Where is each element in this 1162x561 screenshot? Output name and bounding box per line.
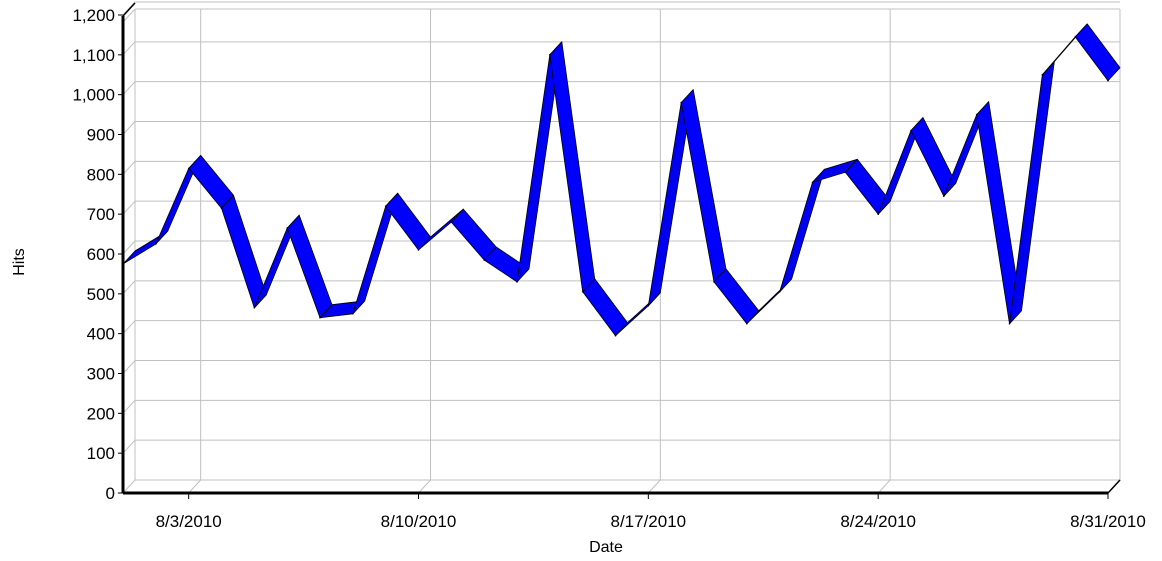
data-point-8/24/2010 <box>877 213 879 215</box>
data-point-8/2/2010 <box>155 243 157 245</box>
y-tick-label-300: 300 <box>87 365 115 384</box>
series-ribbon-hits <box>122 23 1121 337</box>
y-tick-label-500: 500 <box>87 285 115 304</box>
data-point-8/20/2010 <box>746 322 748 325</box>
data-point-8/5/2010 <box>253 307 256 309</box>
floor-gridline-x-8/24/2010 <box>877 479 891 494</box>
data-point-8/3/2010 <box>187 167 190 170</box>
wall-gridline-y-1100 <box>122 41 136 56</box>
data-point-8/8/2010 <box>352 313 354 315</box>
data-point-8/22/2010 <box>811 181 814 184</box>
y-tick-label-100: 100 <box>87 444 115 463</box>
wall-gridline-y-700 <box>122 200 136 215</box>
ribbon-segment-8/14/2010 <box>549 41 596 293</box>
ribbon-segment-8/3/2010 <box>188 154 234 209</box>
data-point-8/13/2010 <box>516 281 518 283</box>
data-point-8/11/2010 <box>450 221 453 223</box>
y-tick-label-1200: 1,200 <box>72 6 115 25</box>
y-tick-label-200: 200 <box>87 404 115 423</box>
ribbon-segment-8/15/2010 <box>582 278 628 337</box>
y-tick-label-600: 600 <box>87 245 115 264</box>
wall-gridline-y-400 <box>122 320 136 335</box>
ribbon-segment-8/6/2010 <box>286 214 333 319</box>
wall-gridline-y-200 <box>122 399 136 414</box>
data-point-8/19/2010 <box>713 281 715 283</box>
left-wall-top-edge <box>122 8 136 23</box>
back-wall-gridlines <box>122 1 1121 494</box>
data-point-8/14/2010 <box>549 54 551 56</box>
data-point-8/9/2010 <box>384 205 387 207</box>
data-point-8/25/2010 <box>910 129 912 132</box>
floor-plane <box>135 479 1121 494</box>
wall-gridline-y-500 <box>122 280 136 295</box>
data-point-8/7/2010 <box>319 316 321 319</box>
y-tick-label-1000: 1,000 <box>72 86 115 105</box>
data-point-8/18/2010 <box>680 101 682 104</box>
wall-gridline-y-1000 <box>122 81 136 96</box>
data-point-8/31/2010 <box>1107 79 1109 82</box>
data-point-8/16/2010 <box>614 334 617 337</box>
x-axis-title: Date <box>589 539 623 556</box>
data-point-8/29/2010 <box>1041 74 1044 76</box>
x-axis-right-cap <box>1107 479 1121 494</box>
y-axis-title: Hits <box>11 248 28 276</box>
data-point-8/17/2010 <box>647 305 650 307</box>
y-tick-label-400: 400 <box>87 325 115 344</box>
y-axis-tick-labels: 0 100 200 300 400 500 600 700 800 900 1,000 1,100 1,… <box>72 6 115 503</box>
floor-gridline-x-8/3/2010 <box>188 479 202 494</box>
data-point-8/6/2010 <box>286 227 289 229</box>
ribbon-segment-8/11/2010 <box>450 208 497 261</box>
y-tick-label-800: 800 <box>87 165 115 184</box>
y-tick-label-900: 900 <box>87 126 115 145</box>
y-tick-label-700: 700 <box>87 205 115 224</box>
data-point-8/10/2010 <box>417 249 420 251</box>
wall-gridline-y-300 <box>122 360 136 374</box>
ribbon-segment-8/18/2010 <box>680 89 727 283</box>
data-point-8/4/2010 <box>220 207 223 209</box>
data-point-8/21/2010 <box>778 291 781 293</box>
x-tick-label-8/31/2010: 8/31/2010 <box>1070 512 1146 531</box>
x-tick-label-8/10/2010: 8/10/2010 <box>381 512 457 531</box>
x-axis-tick-labels: 8/3/2010 8/10/2010 8/17/2010 8/24/2010 8/31/… <box>156 512 1146 531</box>
floor-gridline-x-8/10/2010 <box>418 479 431 494</box>
data-point-8/23/2010 <box>844 171 847 174</box>
data-point-8/26/2010 <box>943 195 945 197</box>
x-tick-label-8/17/2010: 8/17/2010 <box>611 512 687 531</box>
floor-gridline-x-8/17/2010 <box>647 479 661 494</box>
x-tick-label-8/3/2010: 8/3/2010 <box>156 512 222 531</box>
wall-gridline-y-0 <box>122 479 136 494</box>
ribbon-segment-8/30/2010 <box>1074 23 1121 82</box>
ribbon-segment-8/19/2010 <box>713 268 760 325</box>
data-point-8/30/2010 <box>1074 36 1076 38</box>
wall-gridline-y-800 <box>122 160 136 175</box>
y-tick-label-0: 0 <box>106 484 115 503</box>
data-point-8/15/2010 <box>581 291 584 293</box>
ribbon-segment-8/4/2010 <box>221 194 267 309</box>
data-point-8/12/2010 <box>483 259 486 261</box>
ribbon-segment-8/28/2010 <box>1009 61 1055 325</box>
y-axis-top-cap <box>122 2 136 17</box>
wall-gridline-y-100 <box>122 439 136 454</box>
wall-gridline-y-600 <box>122 240 136 255</box>
wall-gridline-y-900 <box>122 121 136 135</box>
ribbon-segment-8/21/2010 <box>779 168 825 293</box>
data-point-8/28/2010 <box>1008 322 1011 325</box>
axes <box>118 2 1121 499</box>
x-tick-label-8/24/2010: 8/24/2010 <box>840 512 916 531</box>
data-point-8/27/2010 <box>975 113 978 116</box>
y-tick-label-1100: 1,100 <box>72 46 115 65</box>
